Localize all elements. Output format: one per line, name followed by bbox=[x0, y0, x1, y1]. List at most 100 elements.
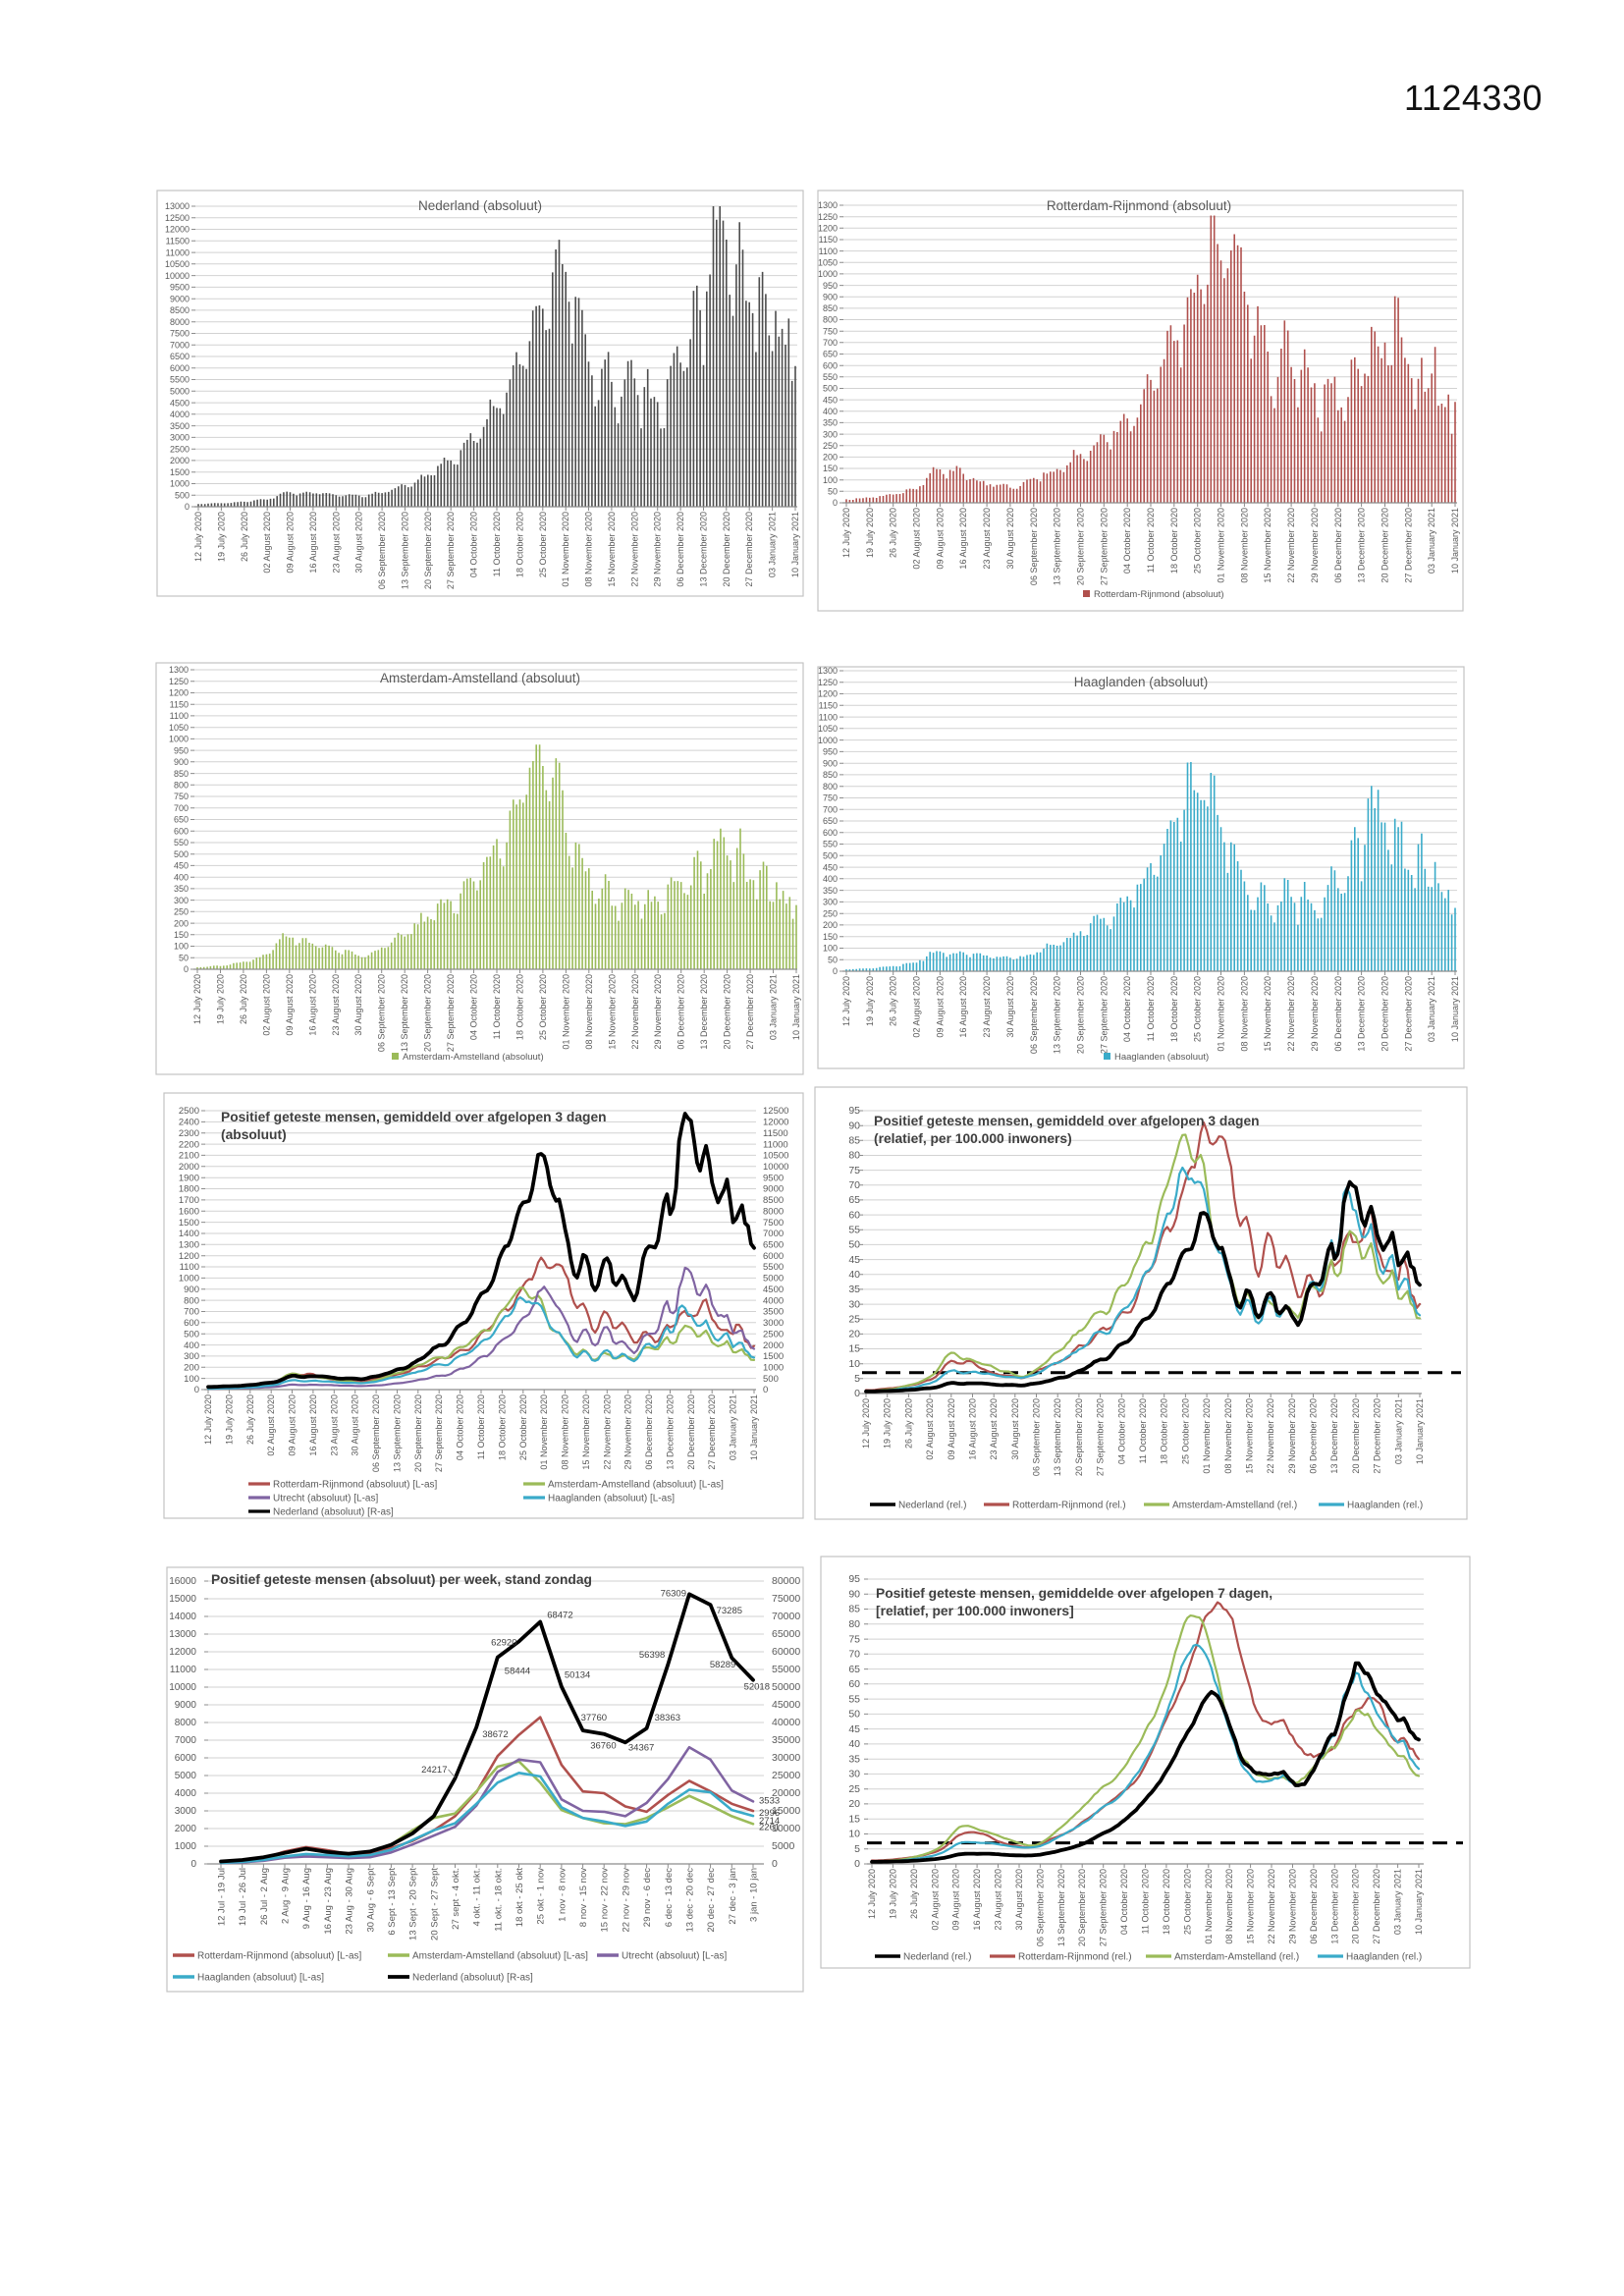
svg-text:27 December 2020: 27 December 2020 bbox=[744, 512, 754, 587]
svg-text:30000: 30000 bbox=[772, 1752, 800, 1764]
svg-text:26 July 2020: 26 July 2020 bbox=[889, 508, 898, 558]
svg-text:13 September 2020: 13 September 2020 bbox=[1053, 1398, 1062, 1476]
svg-text:27 December 2020: 27 December 2020 bbox=[745, 974, 755, 1050]
svg-text:04 October 2020: 04 October 2020 bbox=[456, 1394, 465, 1460]
svg-text:11 October 2020: 11 October 2020 bbox=[1141, 1869, 1151, 1934]
svg-text:50: 50 bbox=[828, 487, 838, 497]
svg-text:30 August 2020: 30 August 2020 bbox=[1005, 508, 1015, 570]
svg-text:750: 750 bbox=[174, 792, 189, 801]
svg-text:19 Jul - 26 Jul: 19 Jul - 26 Jul bbox=[238, 1868, 248, 1926]
svg-text:0: 0 bbox=[854, 1858, 860, 1870]
svg-text:13 December 2020: 13 December 2020 bbox=[1357, 976, 1367, 1052]
svg-text:27 September 2020: 27 September 2020 bbox=[446, 512, 456, 589]
svg-text:10000: 10000 bbox=[169, 1682, 196, 1693]
svg-text:20 September 2020: 20 September 2020 bbox=[1077, 1869, 1087, 1946]
svg-text:20 September 2020: 20 September 2020 bbox=[423, 974, 433, 1052]
svg-text:03 January 2021: 03 January 2021 bbox=[1427, 508, 1436, 574]
svg-text:30 August 2020: 30 August 2020 bbox=[1010, 1398, 1020, 1460]
svg-text:06 September 2020: 06 September 2020 bbox=[377, 974, 387, 1052]
svg-text:6000: 6000 bbox=[175, 1753, 197, 1764]
svg-text:5: 5 bbox=[854, 1843, 860, 1855]
svg-text:8000: 8000 bbox=[170, 317, 189, 327]
svg-text:01 November 2020: 01 November 2020 bbox=[561, 974, 570, 1050]
svg-text:15 November 2020: 15 November 2020 bbox=[1263, 976, 1272, 1052]
svg-text:25 October 2020: 25 October 2020 bbox=[1193, 508, 1203, 574]
svg-text:550: 550 bbox=[174, 838, 189, 847]
svg-text:1000: 1000 bbox=[818, 269, 838, 279]
svg-text:12 July 2020: 12 July 2020 bbox=[193, 512, 203, 562]
svg-text:900: 900 bbox=[174, 757, 189, 767]
svg-text:750: 750 bbox=[823, 326, 838, 336]
svg-text:65: 65 bbox=[848, 1194, 860, 1206]
svg-text:5: 5 bbox=[854, 1373, 860, 1385]
svg-text:30 August 2020: 30 August 2020 bbox=[1014, 1869, 1024, 1931]
svg-text:3000: 3000 bbox=[175, 1806, 197, 1817]
svg-text:12000: 12000 bbox=[165, 225, 189, 235]
svg-text:23 August 2020: 23 August 2020 bbox=[989, 1398, 999, 1460]
svg-text:Rotterdam-Rijnmond (absoluut): Rotterdam-Rijnmond (absoluut) [L-as] bbox=[273, 1480, 438, 1491]
svg-text:04 October 2020: 04 October 2020 bbox=[1122, 508, 1132, 574]
svg-text:Positief geteste mensen, gemid: Positief geteste mensen, gemiddeld over … bbox=[874, 1114, 1260, 1128]
svg-text:80: 80 bbox=[848, 1150, 860, 1162]
svg-text:400: 400 bbox=[184, 1340, 199, 1351]
svg-text:1100: 1100 bbox=[819, 246, 838, 256]
svg-text:76309: 76309 bbox=[661, 1588, 686, 1599]
svg-text:10500: 10500 bbox=[763, 1151, 788, 1162]
svg-text:2000: 2000 bbox=[179, 1162, 199, 1173]
svg-text:700: 700 bbox=[174, 803, 189, 813]
svg-text:11 October 2020: 11 October 2020 bbox=[492, 512, 502, 576]
svg-text:Rotterdam-Rijnmond (rel.): Rotterdam-Rijnmond (rel.) bbox=[1018, 1952, 1132, 1963]
svg-text:Haaglanden (absoluut): Haaglanden (absoluut) bbox=[1114, 1052, 1209, 1063]
svg-text:9500: 9500 bbox=[763, 1173, 784, 1183]
svg-text:06 September 2020: 06 September 2020 bbox=[1029, 508, 1039, 585]
svg-text:11 October 2020: 11 October 2020 bbox=[1146, 976, 1156, 1041]
svg-text:04 October 2020: 04 October 2020 bbox=[1116, 1398, 1126, 1464]
svg-text:55: 55 bbox=[848, 1225, 860, 1236]
svg-text:01 November 2020: 01 November 2020 bbox=[1217, 976, 1226, 1052]
svg-text:13 September 2020: 13 September 2020 bbox=[1053, 976, 1062, 1054]
svg-text:90: 90 bbox=[848, 1589, 860, 1601]
svg-text:450: 450 bbox=[174, 861, 189, 871]
svg-text:10000: 10000 bbox=[763, 1162, 788, 1173]
svg-text:25000: 25000 bbox=[772, 1770, 800, 1781]
svg-text:2500: 2500 bbox=[763, 1329, 784, 1339]
svg-text:1150: 1150 bbox=[819, 701, 838, 711]
svg-text:13 September 2020: 13 September 2020 bbox=[1056, 1869, 1066, 1946]
svg-text:03 January 2021: 03 January 2021 bbox=[729, 1394, 738, 1460]
svg-text:900: 900 bbox=[823, 292, 838, 301]
svg-text:01 November 2020: 01 November 2020 bbox=[1204, 1869, 1214, 1944]
svg-text:3500: 3500 bbox=[170, 421, 189, 431]
svg-text:55: 55 bbox=[848, 1693, 860, 1705]
svg-text:75000: 75000 bbox=[772, 1593, 800, 1605]
svg-text:20 September 2020: 20 September 2020 bbox=[423, 512, 433, 589]
svg-text:22 November 2020: 22 November 2020 bbox=[1266, 1398, 1275, 1474]
svg-text:22 nov - 29 nov: 22 nov - 29 nov bbox=[621, 1868, 631, 1933]
svg-text:200: 200 bbox=[823, 453, 838, 463]
svg-text:300: 300 bbox=[184, 1351, 199, 1362]
svg-text:25 October 2020: 25 October 2020 bbox=[1180, 1398, 1190, 1464]
svg-text:20 December 2020: 20 December 2020 bbox=[1380, 508, 1390, 583]
svg-text:15000: 15000 bbox=[169, 1594, 196, 1605]
svg-text:60000: 60000 bbox=[772, 1646, 800, 1658]
svg-text:Utrecht (absoluut) [L-as]: Utrecht (absoluut) [L-as] bbox=[273, 1494, 378, 1504]
svg-text:13 December 2020: 13 December 2020 bbox=[666, 1394, 676, 1470]
svg-text:300: 300 bbox=[823, 898, 838, 907]
svg-text:1000: 1000 bbox=[170, 479, 189, 489]
svg-text:400: 400 bbox=[823, 407, 838, 416]
svg-text:27 September 2020: 27 September 2020 bbox=[1099, 508, 1109, 585]
svg-text:25 okt - 1 nov: 25 okt - 1 nov bbox=[536, 1868, 547, 1925]
svg-text:12500: 12500 bbox=[165, 213, 189, 223]
svg-text:1000: 1000 bbox=[169, 735, 189, 744]
svg-text:26 July 2020: 26 July 2020 bbox=[239, 974, 248, 1024]
svg-text:200: 200 bbox=[184, 1363, 199, 1374]
svg-text:2996: 2996 bbox=[759, 1808, 780, 1819]
svg-text:1050: 1050 bbox=[818, 724, 838, 734]
svg-text:19 July 2020: 19 July 2020 bbox=[216, 512, 226, 562]
svg-text:11000: 11000 bbox=[763, 1139, 788, 1150]
svg-text:Amsterdam-Amstelland (rel.): Amsterdam-Amstelland (rel.) bbox=[1172, 1501, 1297, 1511]
svg-text:13 December 2020: 13 December 2020 bbox=[1329, 1869, 1339, 1944]
svg-text:29 November 2020: 29 November 2020 bbox=[653, 974, 663, 1050]
svg-text:1100: 1100 bbox=[170, 711, 189, 721]
svg-text:1700: 1700 bbox=[179, 1195, 199, 1206]
svg-text:800: 800 bbox=[823, 315, 838, 325]
